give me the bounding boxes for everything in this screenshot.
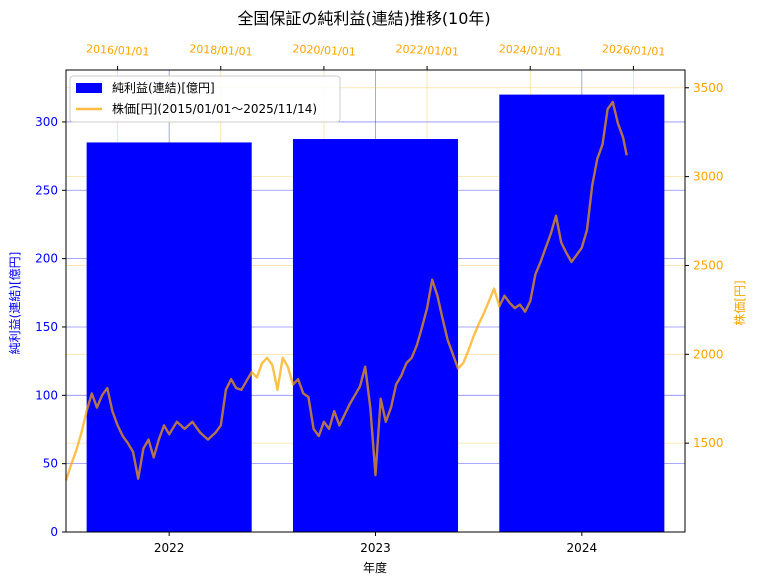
left-tick-label-50: 50 (43, 457, 58, 471)
top-axis: 2016/01/01 2018/01/01 2020/01/01 2022/01/01… (86, 42, 666, 70)
right-tick-label-2000: 2000 (693, 347, 724, 361)
right-tick-label-1500: 1500 (693, 436, 724, 450)
x-axis-label: 年度 (363, 560, 387, 575)
bottom-tick-label-2022: 2022 (154, 541, 185, 555)
legend: 純利益(連結)[億円] 株価[円](2015/01/01～2025/11/14) (69, 75, 341, 123)
right-tick-label-3000: 3000 (693, 170, 724, 184)
y-axis-label-left: 純利益(連結)[億円] (8, 252, 22, 355)
top-tick-label-2022: 2022/01/01 (395, 42, 459, 58)
legend-label-line: 株価[円](2015/01/01～2025/11/14) (112, 101, 317, 116)
chart-title: 全国保証の純利益(連結)推移(10年) (237, 9, 490, 28)
right-axis: 1500 2000 2500 3000 3500 (685, 81, 724, 450)
y-axis-label-right: 株価[円] (732, 280, 747, 325)
legend-box (69, 75, 341, 123)
right-tick-label-2500: 2500 (693, 258, 724, 272)
left-tick-label-200: 200 (35, 252, 58, 266)
bottom-tick-label-2023: 2023 (360, 541, 391, 555)
right-tick-label-3500: 3500 (693, 81, 724, 95)
bar-2024 (499, 94, 665, 533)
top-tick-label-2026: 2026/01/01 (602, 42, 666, 58)
left-tick-label-150: 150 (35, 320, 58, 334)
top-tick-label-2024: 2024/01/01 (498, 42, 562, 58)
bars-layer (86, 94, 665, 533)
left-tick-label-100: 100 (35, 388, 58, 402)
top-tick-label-2016: 2016/01/01 (86, 42, 150, 58)
bar-2022 (86, 142, 252, 532)
bottom-tick-label-2024: 2024 (567, 541, 598, 555)
top-tick-label-2018: 2018/01/01 (189, 42, 253, 58)
left-tick-label-0: 0 (50, 525, 58, 539)
left-tick-label-300: 300 (35, 115, 58, 129)
bottom-axis: 2022 2023 2024 (154, 532, 597, 555)
legend-swatch-bar (76, 83, 102, 93)
stock-price-line (64, 100, 628, 481)
line-layer (64, 100, 628, 481)
left-axis: 0 50 100 150 200 250 300 (35, 115, 66, 539)
left-tick-label-250: 250 (35, 183, 58, 197)
top-tick-label-2020: 2020/01/01 (292, 42, 356, 58)
legend-label-bar: 純利益(連結)[億円] (112, 81, 215, 95)
